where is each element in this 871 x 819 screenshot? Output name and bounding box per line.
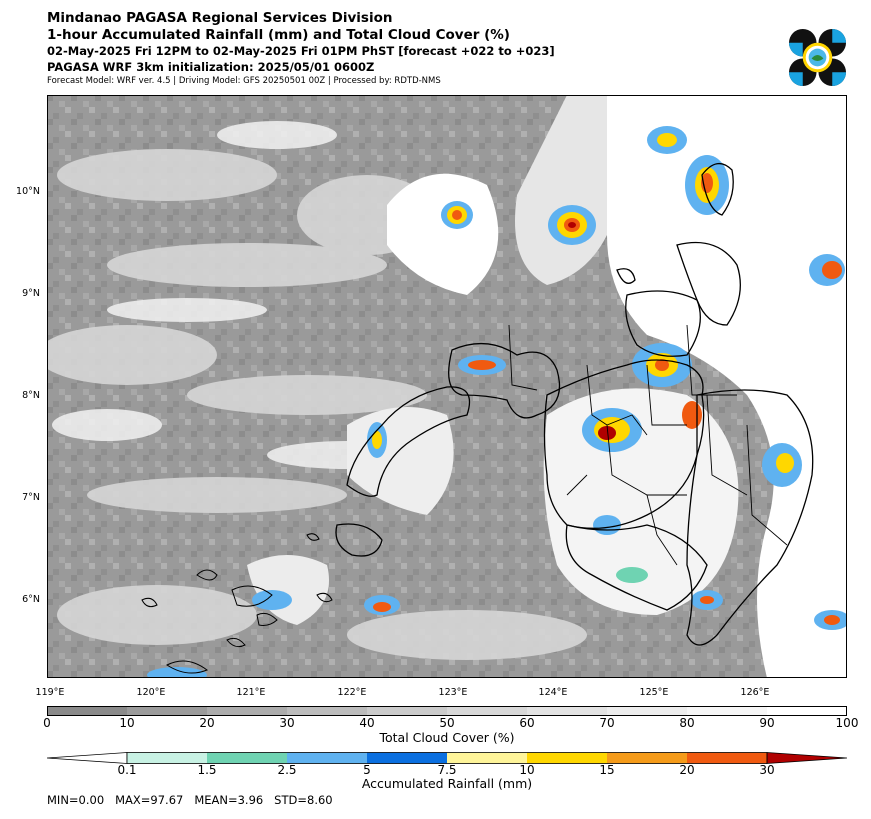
rain-tick-1-5: 1.5 — [197, 763, 217, 777]
lon-label-120e: 120°E — [136, 687, 166, 698]
cloud-tick-20: 20 — [199, 716, 215, 730]
cloud-tick-30: 30 — [279, 716, 295, 730]
rainfall-colorbar — [47, 752, 847, 764]
lon-label-125e: 125°E — [639, 687, 669, 698]
lon-label-122e: 122°E — [337, 687, 367, 698]
rain-tick-10: 10 — [519, 763, 535, 777]
rainfall-cloud-map — [47, 95, 847, 678]
cloud-tick-50: 50 — [439, 716, 455, 730]
rain-colorbar-cell — [207, 752, 287, 764]
cloud-colorbar-cell — [127, 706, 208, 716]
model-info: Forecast Model: WRF ver. 4.5 | Driving M… — [47, 76, 441, 86]
cloud-colorbar-cell — [527, 706, 608, 716]
rain-colorbar-cell — [607, 752, 687, 764]
rain-tick-20: 20 — [679, 763, 695, 777]
rain-colorbar-cell — [287, 752, 367, 764]
rain-tick-5: 5 — [363, 763, 371, 777]
rainfall-cells — [147, 126, 847, 678]
rain-tick-15: 15 — [599, 763, 615, 777]
lat-label-7n: 7°N — [22, 492, 40, 503]
cloud-tick-100: 100 — [835, 716, 859, 730]
cloud-colorbar-cell — [607, 706, 688, 716]
cloud-colorbar-cell — [687, 706, 768, 716]
rain-colorbar-low-extend — [47, 752, 128, 764]
small-islands — [141, 533, 333, 674]
cloud-colorbar-cell — [447, 706, 528, 716]
cloud-tick-80: 80 — [679, 716, 695, 730]
valid-time: 02-May-2025 Fri 12PM to 02-May-2025 Fri … — [47, 44, 555, 58]
cloud-colorbar-cell — [47, 706, 128, 716]
rain-colorbar-high-extend — [766, 752, 847, 764]
cloud-colorbar-label: Total Cloud Cover (%) — [379, 730, 515, 745]
cloud-colorbar-cell — [207, 706, 288, 716]
lat-label-6n: 6°N — [22, 594, 40, 605]
cloud-colorbar-cell — [367, 706, 448, 716]
lat-label-10n: 10°N — [16, 186, 40, 197]
rain-colorbar-cell — [367, 752, 447, 764]
coastlines — [335, 163, 814, 646]
cloud-colorbar-cell — [767, 706, 847, 716]
rain-colorbar-cell — [527, 752, 607, 764]
rain-colorbar-cell — [447, 752, 527, 764]
lon-label-123e: 123°E — [438, 687, 468, 698]
rainfall-statistics: MIN=0.00 MAX=97.67 MEAN=3.96 STD=8.60 — [47, 793, 333, 807]
lon-label-119e: 119°E — [35, 687, 65, 698]
lat-label-9n: 9°N — [22, 288, 40, 299]
cloud-tick-70: 70 — [599, 716, 615, 730]
init-time: PAGASA WRF 3km initialization: 2025/05/0… — [47, 60, 375, 74]
cloud-tick-90: 90 — [759, 716, 775, 730]
lon-label-124e: 124°E — [538, 687, 568, 698]
rain-tick-2-5: 2.5 — [277, 763, 297, 777]
cloud-tick-0: 0 — [43, 716, 51, 730]
rain-tick-7-5: 7.5 — [437, 763, 457, 777]
map-title: Mindanao PAGASA Regional Services Divisi… — [47, 10, 393, 26]
rain-colorbar-label: Accumulated Rainfall (mm) — [361, 776, 533, 791]
rain-colorbar-frame — [126, 752, 768, 764]
rain-tick-0-1: 0.1 — [117, 763, 137, 777]
cloud-cover-colorbar — [47, 706, 847, 716]
lon-label-121e: 121°E — [236, 687, 266, 698]
rain-colorbar-cell — [687, 752, 767, 764]
lon-label-126e: 126°E — [740, 687, 770, 698]
pagasa-logo-icon — [788, 28, 847, 87]
cloud-tick-40: 40 — [359, 716, 375, 730]
cloud-tick-60: 60 — [519, 716, 535, 730]
cloud-colorbar-cell — [287, 706, 368, 716]
map-subtitle: 1-hour Accumulated Rainfall (mm) and Tot… — [47, 27, 510, 43]
rain-tick-30: 30 — [759, 763, 775, 777]
cloud-tick-10: 10 — [119, 716, 135, 730]
province-boundaries — [508, 324, 788, 566]
rain-colorbar-cell — [127, 752, 207, 764]
lat-label-8n: 8°N — [22, 390, 40, 401]
